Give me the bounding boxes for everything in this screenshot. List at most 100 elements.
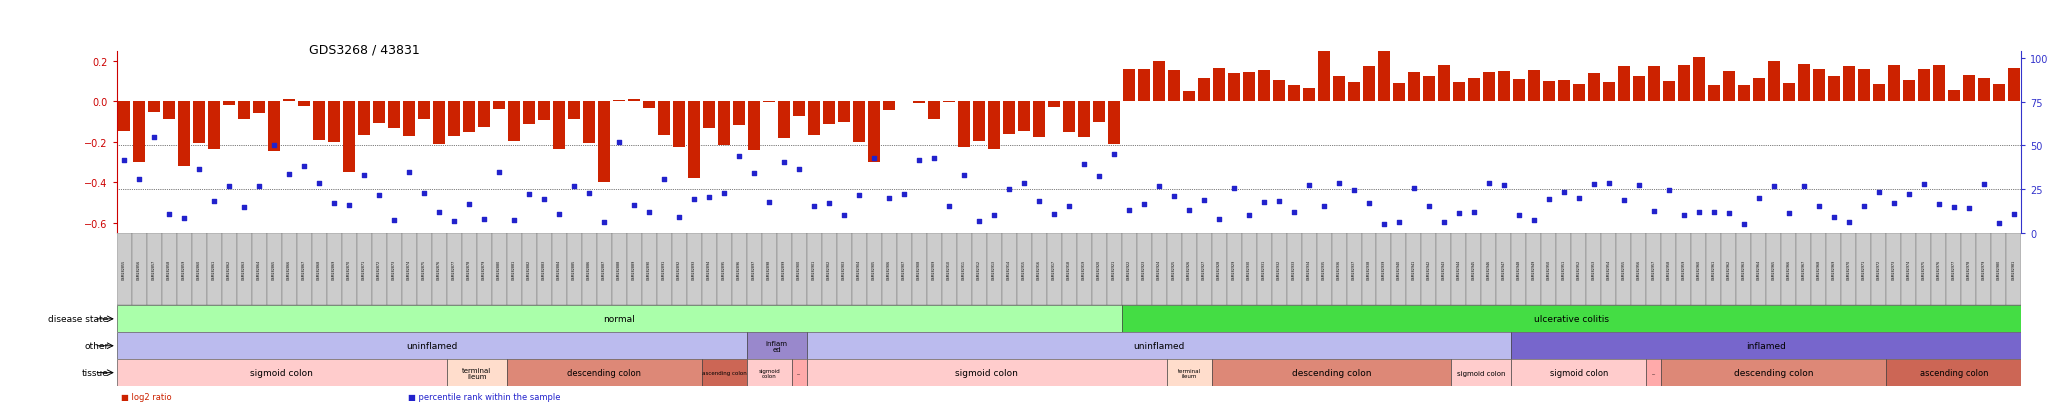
Text: sigmoid
colon: sigmoid colon <box>758 368 780 378</box>
Text: GSM282893: GSM282893 <box>692 259 696 280</box>
Text: GSM282867: GSM282867 <box>303 259 307 280</box>
Bar <box>973 102 985 142</box>
Point <box>1053 203 1085 210</box>
Point <box>1067 161 1100 168</box>
Bar <box>1722 233 1737 306</box>
Bar <box>868 102 881 163</box>
Text: GSM282977: GSM282977 <box>1952 259 1956 280</box>
Text: GSM282901: GSM282901 <box>813 259 815 280</box>
Point <box>1368 221 1401 228</box>
Bar <box>1841 233 1855 306</box>
Bar <box>836 233 852 306</box>
Text: GSM282857: GSM282857 <box>152 259 156 280</box>
Point <box>317 201 350 207</box>
Bar <box>416 233 432 306</box>
Point <box>993 186 1026 192</box>
Bar <box>207 233 221 306</box>
Bar <box>1962 233 1976 306</box>
Bar <box>1483 73 1495 102</box>
Bar <box>567 233 582 306</box>
Point <box>199 199 231 205</box>
Bar <box>1855 233 1872 306</box>
Text: GSM282924: GSM282924 <box>1157 259 1161 280</box>
Point <box>647 176 680 183</box>
Text: GSM282866: GSM282866 <box>287 259 291 280</box>
Bar <box>793 233 807 306</box>
Bar <box>1286 233 1303 306</box>
Point <box>1532 196 1565 203</box>
Text: descending colon: descending colon <box>1292 368 1372 377</box>
Bar <box>748 102 760 151</box>
Point <box>872 196 905 202</box>
Text: GSM282925: GSM282925 <box>1171 259 1176 280</box>
Bar <box>1948 91 1960 102</box>
Bar <box>1782 233 1796 306</box>
Bar <box>1346 233 1362 306</box>
Text: GSM282881: GSM282881 <box>512 259 516 280</box>
Bar <box>629 100 641 102</box>
Point <box>123 176 156 183</box>
Text: GSM282888: GSM282888 <box>616 259 621 280</box>
Point <box>903 157 936 164</box>
Point <box>334 202 367 208</box>
Bar <box>1421 233 1436 306</box>
Bar <box>1573 85 1585 102</box>
Bar <box>1767 233 1782 306</box>
Text: ■ log2 ratio: ■ log2 ratio <box>121 392 172 401</box>
Bar <box>1362 233 1376 306</box>
Text: GSM282905: GSM282905 <box>872 259 877 280</box>
Text: GSM282917: GSM282917 <box>1053 259 1057 280</box>
Bar <box>1571 233 1587 306</box>
Text: GSM282981: GSM282981 <box>2011 259 2015 280</box>
Bar <box>1874 85 1884 102</box>
Text: GSM282939: GSM282939 <box>1382 259 1386 280</box>
Bar <box>641 233 657 306</box>
Text: GSM282946: GSM282946 <box>1487 259 1491 280</box>
Bar <box>461 233 477 306</box>
Point <box>799 203 831 210</box>
Point <box>887 191 920 197</box>
Bar <box>238 233 252 306</box>
Bar <box>449 102 461 137</box>
Bar <box>119 102 131 132</box>
Bar <box>1227 233 1241 306</box>
Bar <box>1167 71 1180 102</box>
Bar <box>522 233 537 306</box>
Bar <box>1602 233 1616 306</box>
Point <box>1577 182 1610 188</box>
Point <box>664 214 696 221</box>
Bar <box>1661 359 1886 386</box>
Bar <box>1497 71 1509 102</box>
Point <box>1174 207 1206 214</box>
Bar <box>133 102 145 163</box>
Bar <box>311 233 328 306</box>
Text: ascending colon: ascending colon <box>1919 368 1989 377</box>
Text: GSM282964: GSM282964 <box>1757 259 1761 280</box>
Point <box>1772 210 1804 217</box>
Point <box>1833 219 1866 225</box>
Point <box>1683 209 1716 215</box>
Text: GSM282889: GSM282889 <box>633 259 637 280</box>
Bar <box>344 102 354 173</box>
Text: GSM282903: GSM282903 <box>842 259 846 280</box>
Bar <box>958 102 971 148</box>
Bar <box>657 102 670 136</box>
Bar <box>1032 102 1044 138</box>
Text: GSM282962: GSM282962 <box>1726 259 1731 280</box>
Bar <box>373 102 385 124</box>
Bar <box>702 359 748 386</box>
Text: GSM282954: GSM282954 <box>1608 259 1612 280</box>
Bar <box>1272 233 1286 306</box>
Bar <box>1647 359 1661 386</box>
Bar <box>748 332 807 359</box>
Point <box>1817 214 1849 221</box>
Bar <box>1257 71 1270 102</box>
Bar <box>1151 233 1167 306</box>
Point <box>858 156 891 162</box>
Bar <box>584 102 596 143</box>
Bar <box>674 102 686 147</box>
Point <box>168 215 201 222</box>
Bar <box>1257 233 1272 306</box>
Point <box>348 172 381 179</box>
Text: GSM282894: GSM282894 <box>707 259 711 280</box>
